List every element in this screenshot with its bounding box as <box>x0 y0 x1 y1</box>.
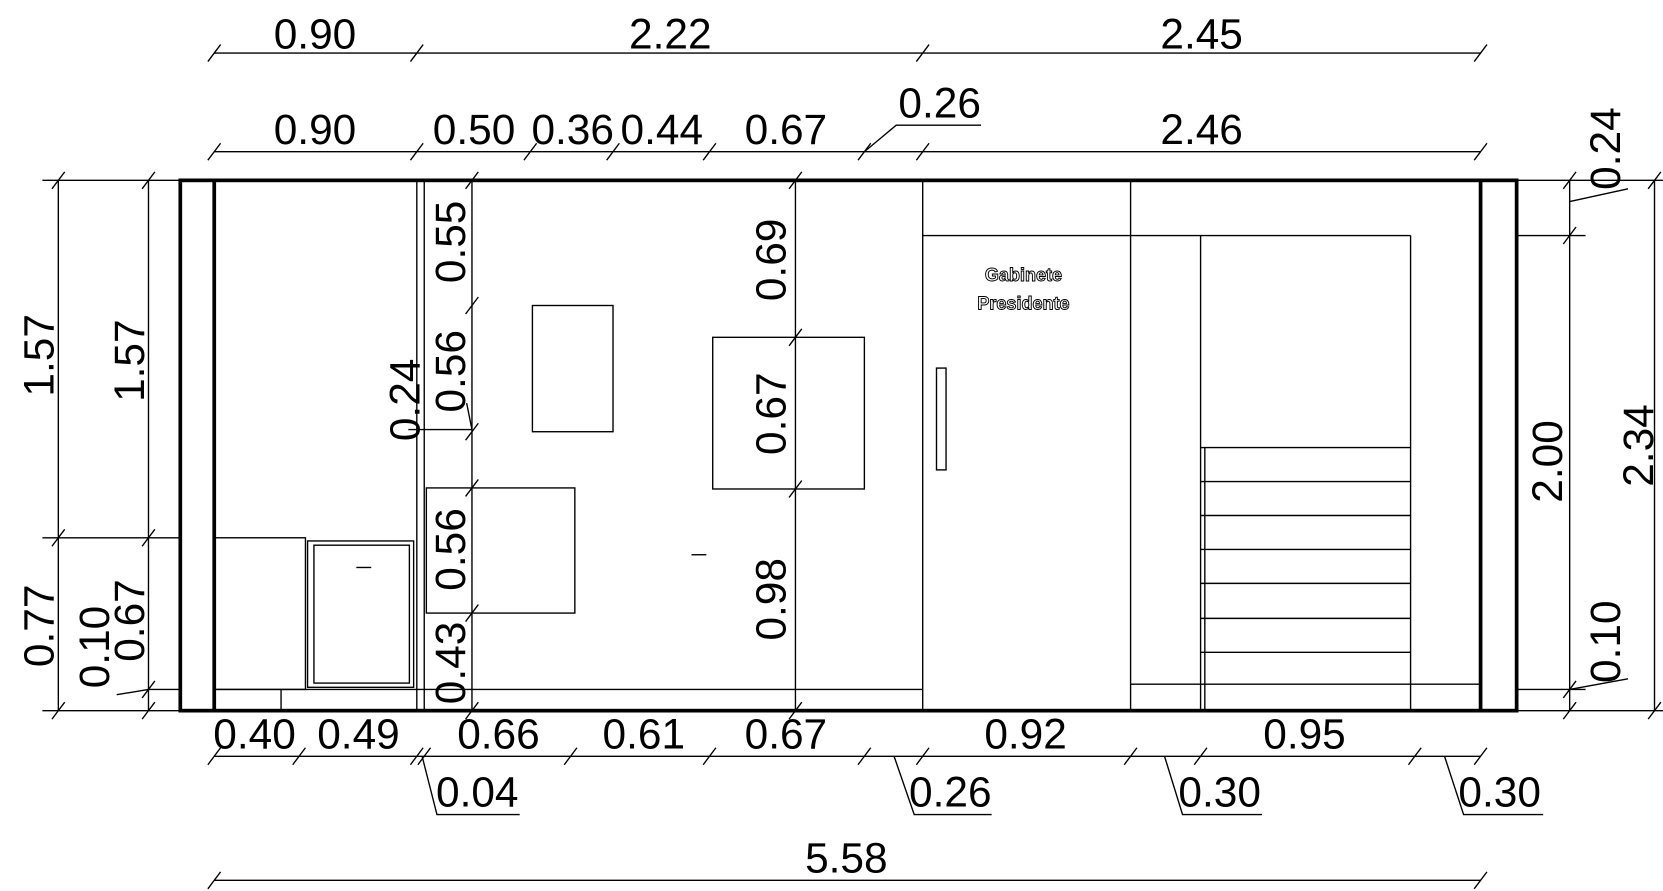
dimension-label: 0.56 <box>427 330 474 413</box>
dimension-tick <box>51 701 66 720</box>
dimension-label: 0.69 <box>747 219 794 302</box>
dimension-tick <box>1647 171 1662 190</box>
dimension-tick <box>563 747 578 766</box>
dimension-tick <box>1562 680 1577 699</box>
dimension-tick <box>788 701 803 720</box>
dimension-label: 0.95 <box>1263 710 1346 757</box>
dimension-tick <box>1123 747 1138 766</box>
dimension-label: 0.50 <box>433 106 516 153</box>
dimension-label: 0.10 <box>71 606 118 689</box>
dimension-tick <box>465 422 479 441</box>
dimension-label: 0.26 <box>898 79 981 126</box>
dimension-label: 0.26 <box>909 769 992 816</box>
dimension-label: 2.22 <box>629 10 712 57</box>
dimension-label: 0.10 <box>1582 600 1629 683</box>
dimension-tick <box>1562 171 1577 190</box>
dimension-label: 0.90 <box>274 106 357 153</box>
dimension-label: 0.24 <box>382 359 429 442</box>
dimension-label: 0.67 <box>745 106 828 153</box>
dimension-tick <box>1473 747 1488 766</box>
dimension-tick <box>465 604 479 622</box>
dimension-tick <box>1193 747 1208 766</box>
dimension-label: 0.56 <box>427 508 474 591</box>
furniture <box>213 180 1481 711</box>
dimension-label: 0.66 <box>457 710 540 757</box>
dimension-tick <box>207 44 222 62</box>
dimension-label: 0.24 <box>1582 107 1629 190</box>
dimension-tick <box>1407 747 1422 766</box>
dimension-label: 0.77 <box>16 585 63 668</box>
dimension-tick <box>857 142 872 161</box>
dimension-tick <box>1562 226 1577 245</box>
dimension-tick <box>417 747 432 766</box>
dimension-tick <box>915 747 930 766</box>
dimension-label: 0.30 <box>1458 769 1541 816</box>
dimension-lines <box>42 44 1663 890</box>
dimension-tick <box>1473 44 1488 62</box>
dimension-tick <box>409 747 424 766</box>
dimension-tick <box>1473 142 1488 161</box>
dimension-tick <box>1473 871 1488 890</box>
dimension-tick <box>292 747 307 766</box>
dimension-tick <box>465 296 479 315</box>
dimension-tick <box>465 479 479 497</box>
dimension-tick <box>1562 701 1577 720</box>
room-label: Presidente <box>977 294 1069 314</box>
dimension-tick <box>523 142 538 161</box>
dimension-tick <box>409 44 424 62</box>
dimension-tick <box>857 747 872 766</box>
dimension-tick <box>788 328 803 347</box>
dimension-label: 2.45 <box>1160 10 1243 57</box>
dimension-label: 0.67 <box>745 710 828 757</box>
dimension-tick <box>207 142 222 161</box>
dimension-tick <box>915 44 930 62</box>
dimension-label: 0.67 <box>747 372 794 455</box>
dimension-tick <box>141 528 156 547</box>
dimension-tick <box>141 171 156 190</box>
dimension-label: 1.57 <box>16 314 63 397</box>
dimension-label: 0.44 <box>621 106 704 153</box>
dimension-label: 0.36 <box>531 106 614 153</box>
dimension-label: 2.34 <box>1615 404 1662 487</box>
dimension-tick <box>702 747 717 766</box>
dimension-tick <box>465 171 479 190</box>
dimension-label: 0.40 <box>213 710 296 757</box>
dimension-tick <box>51 171 66 190</box>
dimension-label: 0.61 <box>603 710 686 757</box>
dimension-label: 1.57 <box>106 319 153 402</box>
dimension-label: 0.43 <box>427 622 474 705</box>
dimension-tick <box>207 871 222 890</box>
dimension-label: 0.04 <box>436 769 519 816</box>
dimension-tick <box>51 528 66 547</box>
dimension-tick <box>606 142 620 161</box>
dimension-label: 0.90 <box>274 10 357 57</box>
dimension-tick <box>702 142 717 161</box>
dimension-tick <box>141 701 156 720</box>
dimension-tick <box>788 480 803 498</box>
dimension-tick <box>207 747 222 766</box>
dimension-label: 0.67 <box>106 579 153 662</box>
dimension-label: 2.46 <box>1160 106 1243 153</box>
dimension-tick <box>1647 701 1662 720</box>
dimension-label: 0.49 <box>317 710 400 757</box>
dimension-tick <box>915 142 930 161</box>
dimension-label: 2.00 <box>1524 420 1571 503</box>
room-label: Gabinete <box>985 265 1062 285</box>
dimension-label: 0.30 <box>1178 769 1261 816</box>
dimension-label: 0.92 <box>984 710 1067 757</box>
dimension-label: 0.98 <box>747 558 794 641</box>
dimension-tick <box>141 680 156 699</box>
dimension-label: 0.55 <box>427 201 474 284</box>
dimension-tick <box>409 142 424 161</box>
walls <box>178 178 1519 713</box>
dimension-tick <box>465 701 479 720</box>
dimension-label: 5.58 <box>805 834 888 881</box>
dimension-tick <box>788 171 803 190</box>
